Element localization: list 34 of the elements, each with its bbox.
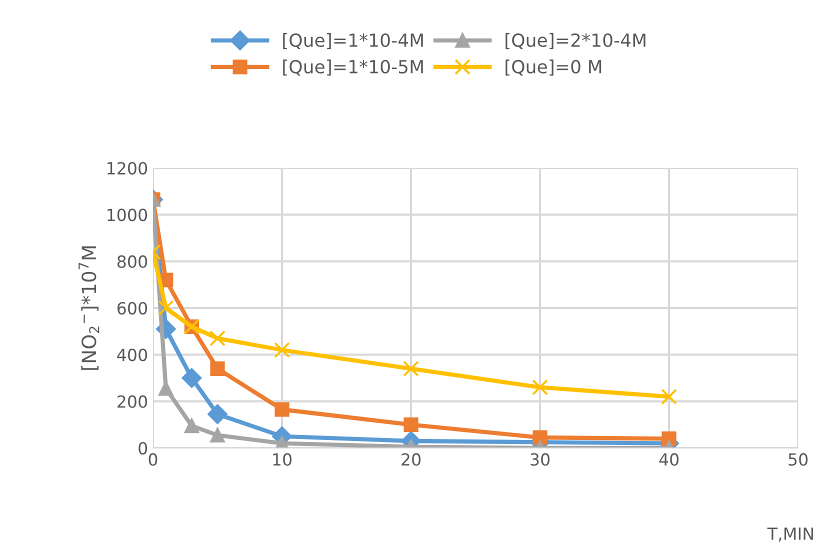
y-tick-label: 200 [118, 395, 148, 408]
point [182, 368, 202, 388]
x-axis-title: T,MIN [767, 528, 813, 542]
y-tick-label: 600 [117, 302, 148, 315]
legend-label: [Que]=0 M [506, 60, 602, 76]
point [158, 300, 174, 316]
x-tick-label: 0 [148, 453, 158, 466]
point [210, 361, 225, 376]
x-tick-label: 40 [659, 453, 679, 466]
y-tick-label: 1200 [108, 162, 148, 175]
x-tick-label: 20 [402, 453, 421, 466]
y-tick-label: 1000 [108, 208, 148, 222]
point [184, 418, 199, 434]
point [210, 428, 225, 442]
point [210, 330, 226, 346]
point [158, 381, 174, 396]
point [274, 342, 290, 358]
point [532, 430, 548, 445]
legend-label: [Que]=1*10-4M [283, 33, 423, 50]
x-tick-label: 10 [273, 453, 292, 466]
x-tick-label: 30 [530, 453, 550, 466]
point [403, 360, 420, 377]
y-axis-title: [NO$_{2}$$^{−}$]*10$^{7}$M [78, 246, 100, 370]
point [404, 417, 418, 432]
y-tick-label: 800 [117, 255, 148, 268]
y-tick-label: 400 [117, 348, 148, 362]
y-tick-label: 0 [138, 442, 148, 455]
point [274, 402, 290, 417]
x-tick-label: 50 [788, 453, 808, 466]
legend-label: [Que]=1*10-5M [283, 60, 423, 76]
point [532, 379, 548, 396]
point [208, 404, 228, 424]
point [661, 388, 678, 405]
legend-label: [Que]=2*10-4M [506, 33, 646, 50]
